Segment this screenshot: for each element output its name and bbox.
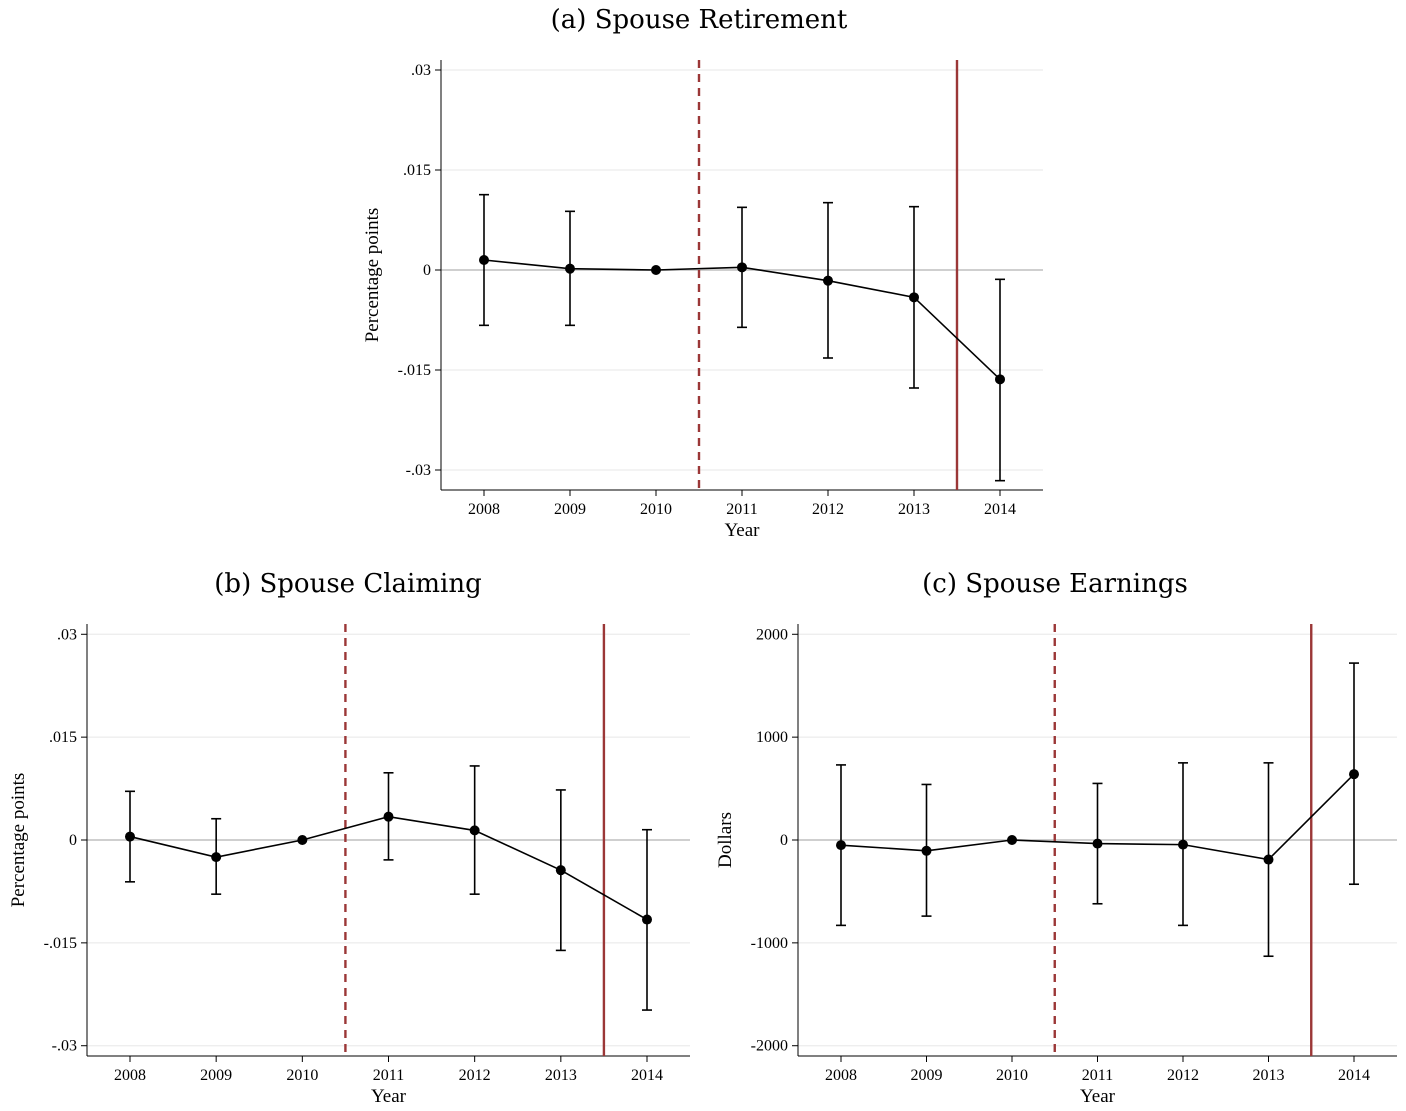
x-tick-label: 2008 bbox=[468, 501, 500, 518]
x-tick-label: 2009 bbox=[911, 1067, 943, 1084]
y-axis-label: Percentage points bbox=[8, 773, 29, 908]
y-tick-label: .03 bbox=[411, 62, 431, 79]
y-tick-label: 2000 bbox=[756, 626, 788, 643]
data-point bbox=[836, 840, 846, 851]
x-tick-label: 2011 bbox=[1082, 1067, 1113, 1084]
data-point bbox=[1349, 769, 1359, 780]
data-point bbox=[297, 835, 308, 845]
x-tick-label: 2009 bbox=[200, 1067, 232, 1084]
x-tick-label: 2011 bbox=[726, 501, 757, 518]
y-tick-label: 0 bbox=[423, 262, 431, 279]
data-point bbox=[469, 825, 480, 836]
data-point bbox=[383, 811, 394, 822]
data-point bbox=[479, 255, 489, 265]
data-point bbox=[651, 265, 661, 275]
x-axis-label: Year bbox=[371, 1086, 407, 1106]
y-axis-label: Dollars bbox=[715, 812, 736, 868]
y-tick-label: -2000 bbox=[751, 1038, 788, 1055]
x-tick-label: 2011 bbox=[373, 1067, 404, 1084]
data-point bbox=[555, 865, 566, 876]
x-tick-label: 2012 bbox=[459, 1067, 491, 1084]
x-tick-label: 2013 bbox=[898, 501, 930, 518]
y-tick-label: 0 bbox=[69, 832, 77, 849]
x-tick-label: 2010 bbox=[286, 1067, 318, 1084]
x-tick-label: 2008 bbox=[114, 1067, 146, 1084]
x-tick-label: 2010 bbox=[640, 501, 672, 518]
data-point bbox=[1092, 838, 1103, 849]
y-axis-label: Percentage points bbox=[362, 208, 383, 343]
data-point bbox=[823, 275, 833, 286]
x-tick-label: 2010 bbox=[996, 1067, 1028, 1084]
y-tick-label: -.03 bbox=[52, 1038, 77, 1055]
data-point bbox=[565, 263, 575, 274]
y-tick-label: .03 bbox=[57, 626, 77, 643]
x-axis-label: Year bbox=[1080, 1086, 1116, 1106]
data-point bbox=[642, 914, 652, 925]
data-point bbox=[1263, 854, 1274, 865]
x-tick-label: 2014 bbox=[984, 501, 1016, 518]
chart-panel-1: (a) Spouse Retirement .03 .015 0 -.015 -.03 20… bbox=[362, 5, 1043, 541]
x-tick-label: 2009 bbox=[554, 501, 586, 518]
data-point bbox=[1178, 839, 1188, 850]
x-axis-label: Year bbox=[724, 520, 760, 541]
y-tick-label: -.015 bbox=[398, 362, 431, 379]
data-point bbox=[921, 845, 932, 856]
x-tick-label: 2008 bbox=[825, 1067, 857, 1084]
data-point bbox=[737, 262, 747, 273]
y-tick-label: -.015 bbox=[44, 935, 77, 952]
x-tick-label: 2013 bbox=[545, 1067, 577, 1084]
x-tick-label: 2014 bbox=[1338, 1067, 1370, 1084]
chart-title: (a) Spouse Retirement bbox=[551, 5, 848, 35]
x-tick-label: 2014 bbox=[631, 1067, 663, 1084]
y-tick-label: -1000 bbox=[751, 935, 788, 952]
y-tick-label: .015 bbox=[403, 162, 431, 179]
x-tick-label: 2013 bbox=[1253, 1067, 1285, 1084]
data-point bbox=[211, 852, 222, 863]
data-point bbox=[995, 374, 1005, 385]
y-tick-label: -.03 bbox=[406, 462, 431, 479]
data-point bbox=[909, 292, 919, 303]
data-point bbox=[125, 831, 135, 842]
chart-panel-3: (c) Spouse Earnings 2000 1000 0 -1000 -2000 20… bbox=[715, 569, 1397, 1107]
y-tick-label: .015 bbox=[49, 729, 77, 746]
chart-panel-2: (b) Spouse Claiming .03 .015 0 -.015 -.03 2008… bbox=[8, 569, 690, 1107]
y-tick-label: 0 bbox=[780, 832, 788, 849]
x-tick-label: 2012 bbox=[812, 501, 844, 518]
y-tick-label: 1000 bbox=[756, 729, 788, 746]
chart-title: (c) Spouse Earnings bbox=[922, 569, 1188, 599]
x-tick-label: 2012 bbox=[1167, 1067, 1199, 1084]
data-point bbox=[1007, 835, 1017, 845]
chart-title: (b) Spouse Claiming bbox=[214, 569, 481, 599]
